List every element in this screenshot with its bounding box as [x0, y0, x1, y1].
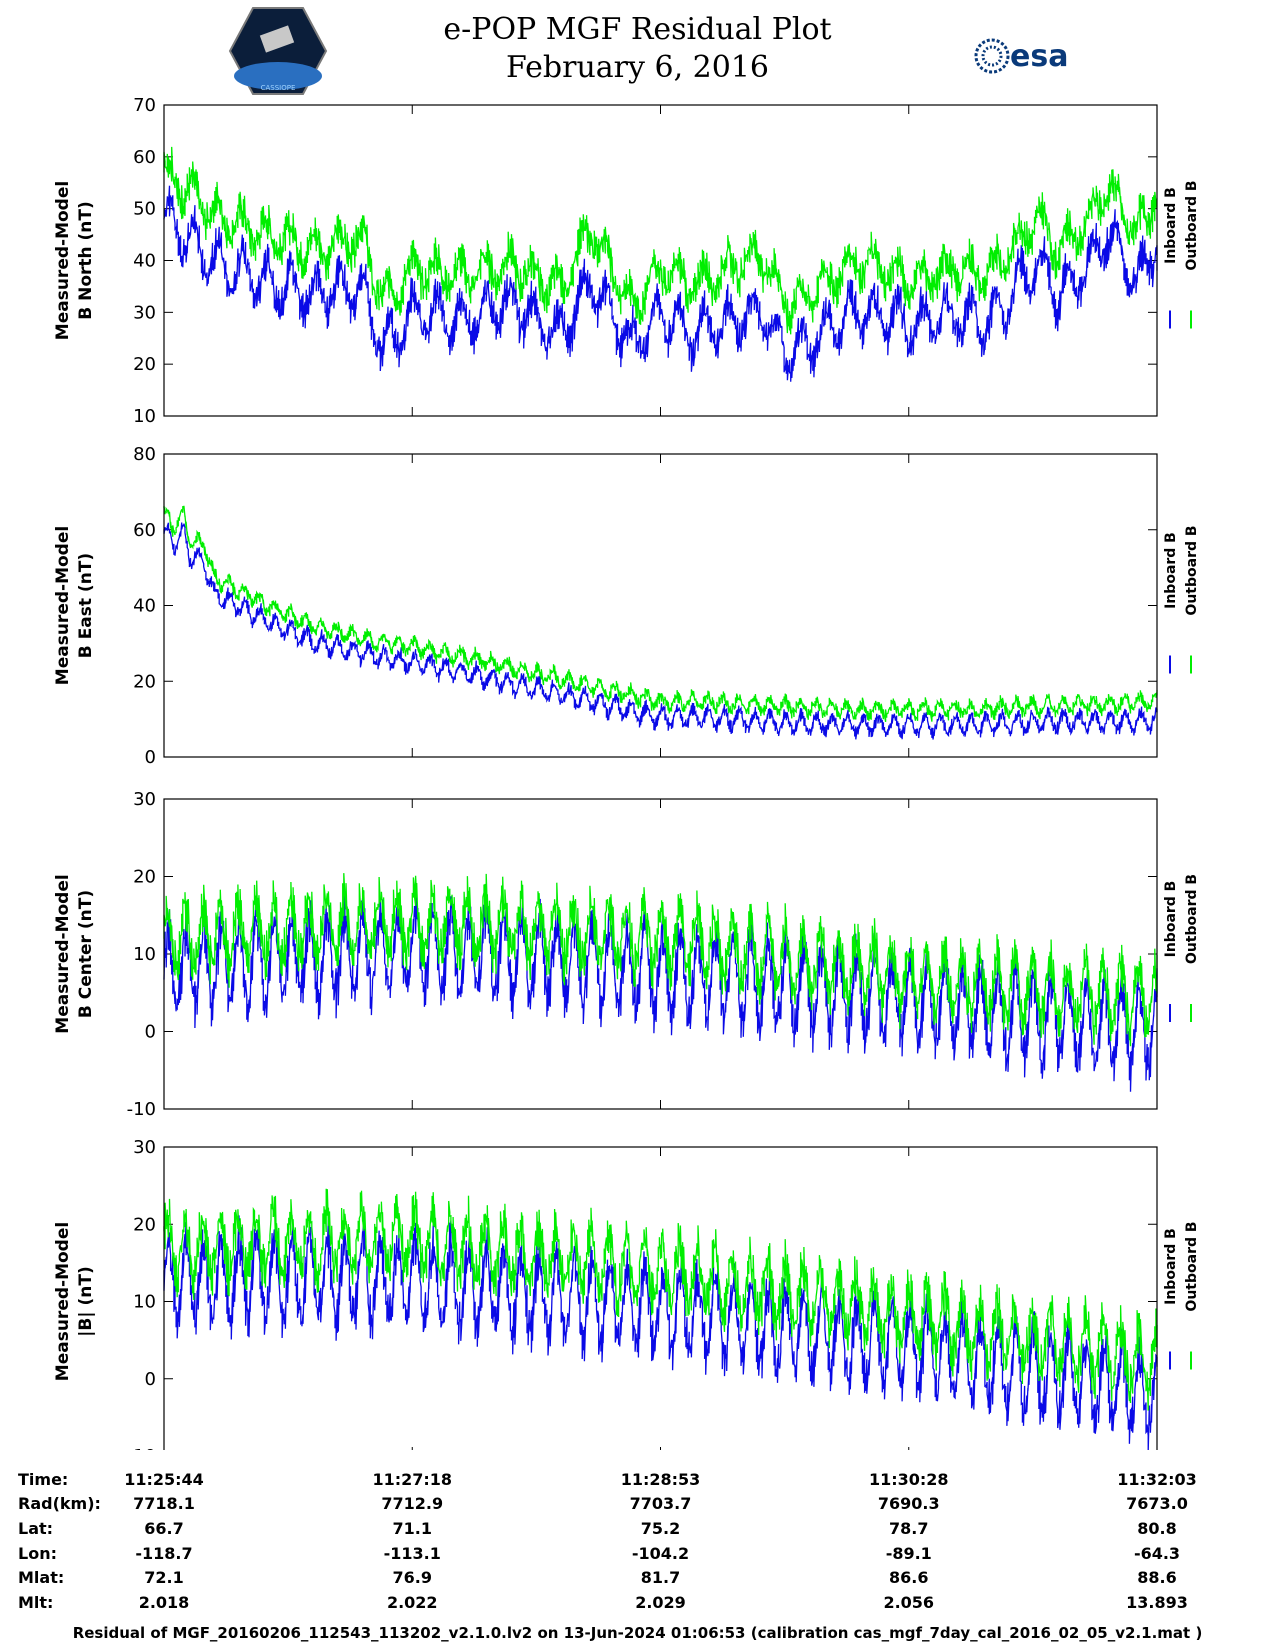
- y-axis-label: Measured-Model: [53, 1222, 73, 1381]
- y-tick-label: 0: [145, 1369, 156, 1390]
- page-title: e-POP MGF Residual Plot: [443, 12, 832, 47]
- table-cell: 13.893: [1126, 1593, 1188, 1612]
- y-tick-label: -10: [127, 1446, 156, 1450]
- y-tick-label: 30: [133, 302, 156, 323]
- y-tick-label: 10: [133, 1292, 156, 1313]
- table-cell: 7690.3: [877, 1494, 940, 1513]
- table-cell: 2.029: [635, 1593, 686, 1612]
- y-axis-label: B Center (nT): [76, 890, 96, 1018]
- table-cell: 7703.7: [629, 1494, 692, 1513]
- table-row-label: Mlat:: [18, 1568, 65, 1587]
- table-row-label: Rad(km):: [18, 1494, 101, 1513]
- plot-date: February 6, 2016: [505, 50, 769, 85]
- table-cell: 75.2: [640, 1519, 681, 1538]
- esa-logo-icon: [974, 38, 1010, 74]
- y-axis-label: B East (nT): [76, 553, 96, 658]
- table-cell: 7718.1: [133, 1494, 195, 1513]
- inboard-series: [163, 185, 1158, 382]
- y-tick-label: 40: [133, 596, 156, 617]
- table-cell: 80.8: [1137, 1519, 1177, 1538]
- table-cell: -118.7: [135, 1544, 193, 1563]
- plot-frame: [163, 1146, 1158, 1450]
- y-tick-label: 20: [133, 867, 156, 888]
- table-cell: 72.1: [144, 1568, 184, 1587]
- y-axis-label: B North (nT): [76, 201, 96, 320]
- table-cell: 11:27:18: [372, 1470, 453, 1489]
- plot-frame: [163, 453, 1158, 758]
- y-tick-label: 20: [133, 354, 156, 375]
- table-cell: -104.2: [631, 1544, 690, 1563]
- plot-frame: [163, 104, 1158, 417]
- table-cell: 78.7: [889, 1519, 929, 1538]
- legend-inboard-label: Inboard B: [1163, 532, 1179, 609]
- y-tick-label: 0: [145, 1022, 156, 1043]
- y-tick-label: 10: [133, 406, 156, 427]
- table-row-label: Mlt:: [18, 1593, 54, 1612]
- esa-logo: esa: [974, 38, 1068, 74]
- y-tick-label: 40: [133, 251, 156, 272]
- earth-icon: [234, 62, 322, 90]
- legend-outboard-label: Outboard B: [1184, 874, 1200, 964]
- table-cell: 2.018: [138, 1593, 190, 1612]
- cassiope-text: CASSIOPE: [261, 84, 296, 92]
- table-cell: 86.6: [889, 1568, 929, 1587]
- footer-caption: Residual of MGF_20160206_112543_113202_v…: [72, 1624, 1203, 1642]
- y-tick-label: 0: [145, 747, 156, 768]
- y-tick-label: 60: [133, 520, 156, 541]
- legend-inboard-label: Inboard B: [1163, 187, 1179, 264]
- table-cell: 11:30:28: [868, 1470, 949, 1489]
- table-cell: 11:32:03: [1117, 1470, 1197, 1489]
- outboard-series: [163, 1188, 1158, 1411]
- y-tick-label: 10: [133, 944, 156, 965]
- table-cell: 11:25:44: [124, 1470, 204, 1489]
- table-cell: 81.7: [640, 1568, 681, 1587]
- y-tick-label: 60: [133, 147, 156, 168]
- y-tick-label: 20: [133, 1214, 156, 1235]
- y-axis-label: Measured-Model: [53, 874, 73, 1033]
- y-tick-label: 80: [133, 444, 156, 465]
- table-cell: 7673.0: [1126, 1494, 1188, 1513]
- y-tick-label: 70: [133, 95, 156, 116]
- table-cell: -89.1: [885, 1544, 932, 1563]
- legend-inboard-label: Inboard B: [1163, 1228, 1179, 1305]
- cassiope-logo: CASSIOPE: [228, 7, 328, 95]
- legend-outboard-label: Outboard B: [1184, 1221, 1200, 1311]
- legend-outboard-label: Outboard B: [1184, 180, 1200, 270]
- table-cell: 88.6: [1137, 1568, 1177, 1587]
- y-tick-label: 20: [133, 671, 156, 692]
- table-row-label: Lat:: [18, 1519, 54, 1538]
- table-cell: 2.022: [386, 1593, 438, 1612]
- y-tick-label: 50: [133, 199, 156, 220]
- satellite-icon: [259, 25, 295, 53]
- outboard-series: [163, 505, 1158, 723]
- table-cell: 11:28:53: [620, 1470, 701, 1489]
- y-tick-label: 30: [133, 1137, 156, 1158]
- table-cell: -113.1: [383, 1544, 441, 1563]
- outboard-series: [163, 146, 1158, 335]
- plot-frame: [163, 798, 1158, 1110]
- y-tick-label: 30: [133, 789, 156, 810]
- legend-inboard-label: Inboard B: [1163, 881, 1179, 958]
- y-tick-label: -10: [127, 1099, 156, 1120]
- table-cell: 76.9: [392, 1568, 432, 1587]
- y-axis-label: Measured-Model: [53, 181, 73, 340]
- table-cell: -64.3: [1133, 1544, 1181, 1563]
- esa-text: esa: [1010, 39, 1068, 74]
- y-axis-label: |B| (nT): [76, 1266, 96, 1337]
- table-cell: 2.056: [883, 1593, 935, 1612]
- table-cell: 71.1: [392, 1519, 432, 1538]
- y-axis-label: Measured-Model: [53, 526, 73, 685]
- legend-outboard-label: Outboard B: [1184, 525, 1200, 615]
- table-cell: 66.7: [144, 1519, 184, 1538]
- inboard-series: [163, 522, 1158, 740]
- table-row-label: Lon:: [18, 1544, 57, 1563]
- table-cell: 7712.9: [381, 1494, 444, 1513]
- table-row-label: Time:: [18, 1470, 69, 1489]
- outboard-series: [163, 873, 1158, 1047]
